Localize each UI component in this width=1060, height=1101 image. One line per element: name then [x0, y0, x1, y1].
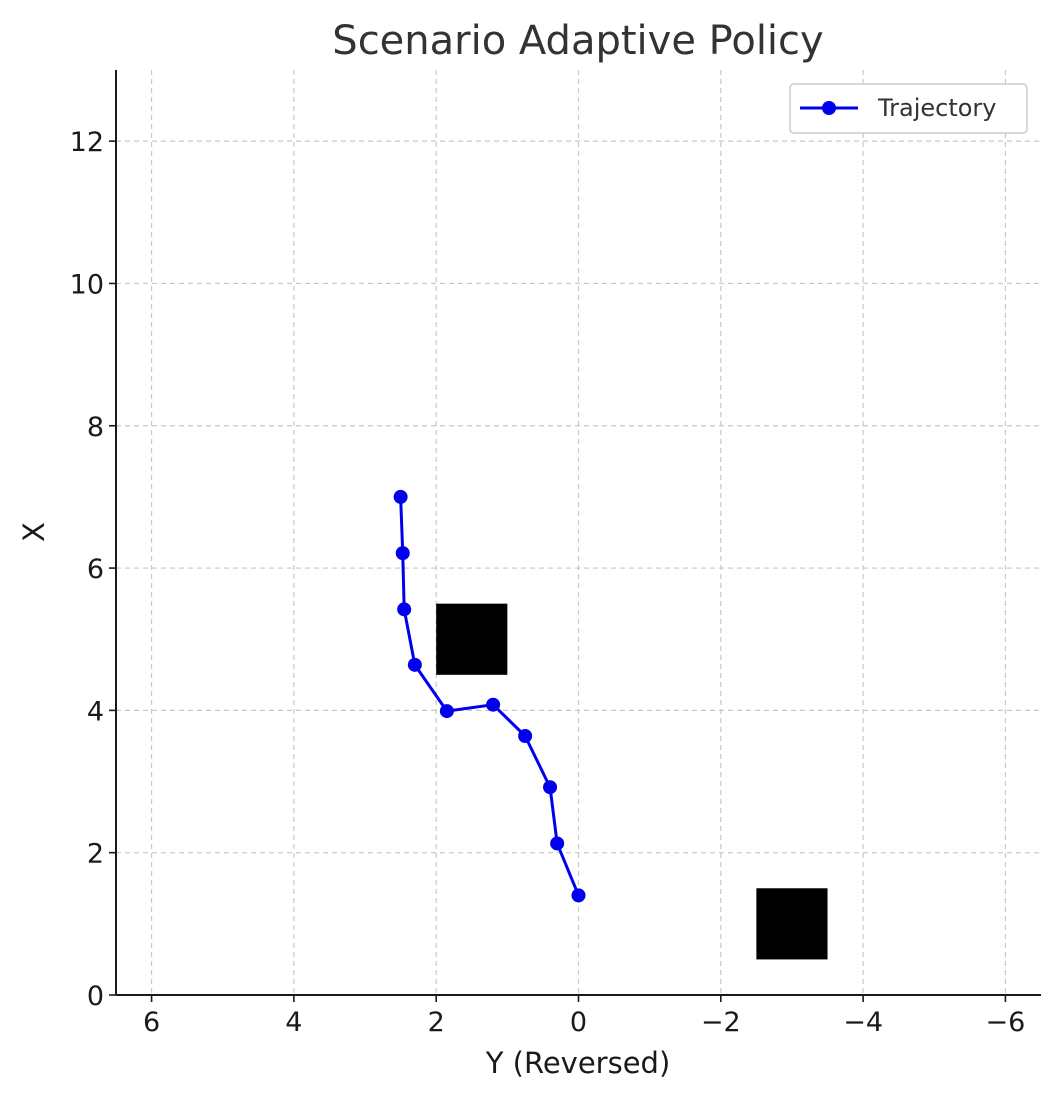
- legend-label-trajectory: Trajectory: [877, 94, 997, 122]
- x-tick-label: −2: [701, 1007, 741, 1038]
- obstacle-layer: [436, 603, 828, 960]
- legend-box: [789, 83, 1028, 134]
- y-tick-label: 4: [87, 696, 104, 727]
- y-tick-label: 2: [87, 839, 104, 870]
- trajectory-point: [543, 780, 558, 795]
- x-tick-label: −4: [843, 1007, 883, 1038]
- series-layer: [393, 489, 586, 903]
- y-tick-label: 10: [70, 269, 104, 300]
- trajectory-point: [518, 729, 533, 743]
- x-tick-label: 0: [570, 1007, 587, 1038]
- trajectory-point: [550, 836, 565, 851]
- trajectory-point: [393, 489, 408, 504]
- trajectory-point: [439, 704, 454, 719]
- x-tick-label: −6: [986, 1007, 1026, 1038]
- x-tick-label: 4: [285, 1007, 302, 1038]
- legend: Trajectory: [789, 83, 1028, 134]
- y-tick-label: 0: [87, 981, 104, 1012]
- y-tick-label: 12: [70, 127, 104, 158]
- y-tick-label: 8: [87, 412, 104, 443]
- trajectory-point: [397, 602, 412, 617]
- trajectory-point: [407, 657, 422, 672]
- trajectory-line: [399, 496, 580, 896]
- grid-layer: [116, 70, 1041, 995]
- legend-marker-sample: [822, 101, 836, 115]
- x-axis-label: Y (Reversed): [485, 1046, 671, 1080]
- trajectory-point: [486, 697, 501, 712]
- y-axis-label: X: [17, 522, 51, 542]
- trajectory-point: [571, 888, 586, 903]
- tick-layer: 6 4 2 0 −2 −4 −6 0 2 4 6 8 10 12: [70, 127, 1026, 1038]
- x-tick-label: 2: [428, 1007, 445, 1038]
- y-tick-label: 6: [87, 554, 104, 585]
- x-tick-label: 6: [143, 1007, 160, 1038]
- obstacle: [756, 888, 828, 960]
- obstacle: [436, 603, 508, 675]
- chart-title: Scenario Adaptive Policy: [332, 18, 823, 64]
- trajectory-point: [395, 546, 410, 561]
